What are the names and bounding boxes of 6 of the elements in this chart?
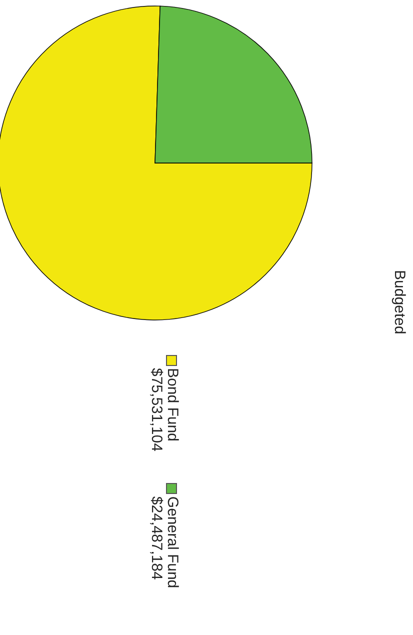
legend-label: General Fund [164, 496, 181, 588]
text: Budgeted [391, 270, 408, 334]
data-label: $24,487,184 [148, 496, 165, 582]
data-label: $75,531,104 [148, 368, 165, 452]
legend-label: Bond Fund [164, 368, 181, 444]
pie-slice [0, 6, 312, 320]
